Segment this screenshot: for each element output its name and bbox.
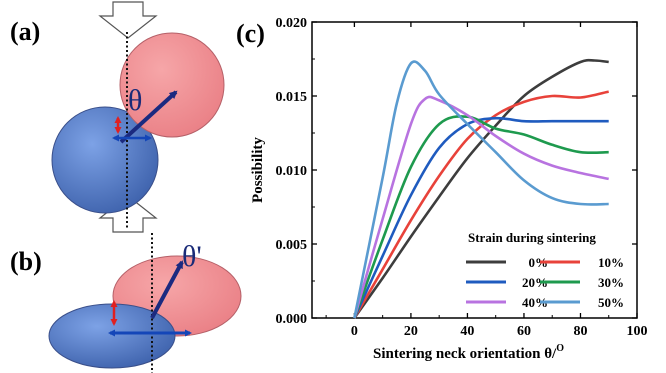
y-tick-label: 0.010 [276, 164, 308, 179]
plot-frame [311, 21, 638, 319]
legend-title: Strain during sintering [468, 230, 596, 245]
legend-label-10pct: 10% [598, 255, 624, 270]
panel-a-label: (a) [10, 17, 40, 46]
legend-label-50pct: 50% [598, 295, 624, 310]
red-particle [119, 32, 225, 138]
top-load-arrow-icon [98, 1, 158, 39]
legend-label-20pct: 20% [522, 275, 548, 290]
x-tick-label: 80 [573, 324, 587, 339]
panel-b-schematic: (b) θ' [10, 233, 242, 373]
legend-label-30pct: 30% [598, 275, 624, 290]
x-axis-label: Sintering neck orientation θ/O [373, 343, 564, 362]
series-line-20pct [353, 116, 609, 319]
y-tick-label: 0.000 [276, 312, 308, 327]
x-tick-label: 20 [404, 324, 418, 339]
panel-b-label: (b) [10, 247, 42, 276]
x-tick-label: 0 [351, 324, 358, 339]
panel-a-schematic: (a) θ [10, 1, 225, 233]
y-tick-label: 0.020 [276, 16, 308, 31]
panel-c-label: (c) [236, 19, 265, 48]
series-line-0pct [353, 58, 609, 319]
x-tick-label: 60 [517, 324, 531, 339]
neck-normal-arrow-b-icon [150, 260, 184, 319]
y-tick-label: 0.015 [276, 90, 308, 105]
series-line-30pct [353, 115, 609, 319]
legend-label-40pct: 40% [522, 295, 548, 310]
y-axis-label: Possibility [250, 137, 266, 203]
neck-normal-arrow-icon [119, 90, 178, 144]
line-chart: 0 20 40 60 80 100 0.000 0.005 0.010 0.015 0.020 Sin… [250, 16, 648, 362]
theta-prime-label: θ' [182, 240, 202, 273]
series-line-50pct [353, 60, 609, 319]
theta-label: θ [128, 84, 142, 117]
x-tick-label: 40 [460, 324, 474, 339]
y-tick-label: 0.005 [276, 238, 308, 253]
series-line-40pct [353, 95, 609, 319]
x-axis-label-superscript: O [556, 343, 564, 354]
legend-label-0pct: 0% [529, 255, 549, 270]
x-tick-label: 100 [627, 324, 648, 339]
